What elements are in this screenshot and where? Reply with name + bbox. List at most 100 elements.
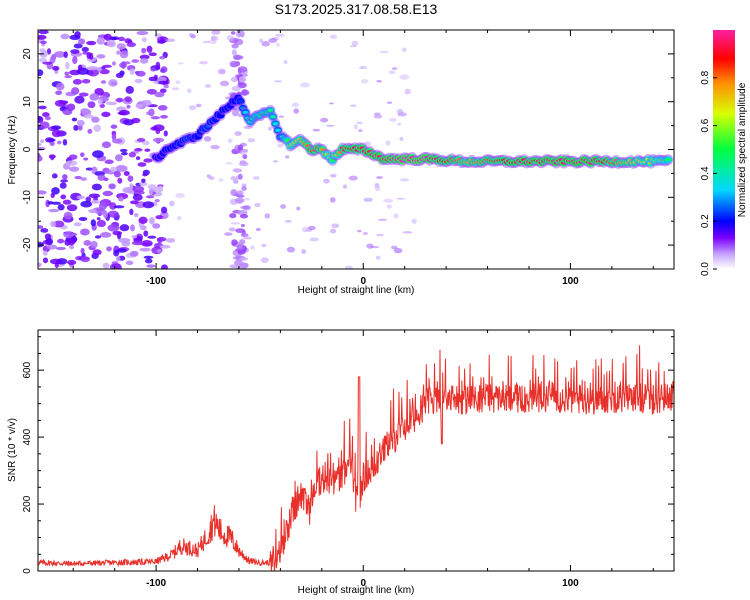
spectrogram-noise-blob xyxy=(81,46,89,52)
spectrogram-noise-blob xyxy=(155,215,164,220)
spectrogram-noise-blob xyxy=(46,244,58,250)
spectrogram-noise-blob xyxy=(129,68,135,75)
spectrogram-noise-blob xyxy=(329,102,334,105)
snr-y-label: SNR (10 * v/v) xyxy=(7,418,18,482)
spectrogram-noise-blob xyxy=(152,223,161,229)
spectrogram-noise-blob xyxy=(38,241,44,248)
spectrogram-noise-blob xyxy=(331,223,340,229)
spectrogram-noise-blob xyxy=(38,30,49,35)
spectrogram-noise-blob xyxy=(149,216,155,225)
spectrogram-noise-blob xyxy=(51,201,61,205)
spectrogram-ridge-core xyxy=(665,158,672,162)
spectrogram-noise-blob xyxy=(156,249,162,253)
spectrogram-noise-blob xyxy=(73,43,83,49)
spectrogram-noise-blob xyxy=(166,238,176,243)
spectrogram-noise-blob xyxy=(62,199,72,205)
spectrogram-noise-blob xyxy=(231,49,237,56)
spectrogram-noise-blob xyxy=(157,184,164,188)
spectrogram-noise-blob xyxy=(363,197,374,202)
spectrogram-noise-blob xyxy=(234,131,242,136)
spectrogram-noise-blob xyxy=(399,178,410,182)
spectrogram-noise-blob xyxy=(64,75,72,79)
spectrogram-noise-blob xyxy=(401,47,407,53)
x-tick-label: 0 xyxy=(360,578,366,589)
spectrogram-noise-blob xyxy=(160,66,168,73)
spectrogram-noise-blob xyxy=(362,232,369,236)
spectrogram-noise-blob xyxy=(86,51,92,59)
spectrogram-noise-blob xyxy=(66,204,78,212)
spectrogram-noise-blob xyxy=(89,93,100,101)
spectrogram-noise-blob xyxy=(97,174,106,181)
spectrogram-noise-blob xyxy=(150,116,161,120)
spectrogram-noise-blob xyxy=(393,248,403,254)
y-tick-label: 400 xyxy=(22,428,33,445)
spectrogram-noise-blob xyxy=(145,195,155,199)
spectrogram-noise-blob xyxy=(87,101,96,109)
spectrogram-noise-blob xyxy=(231,109,240,117)
spectrogram-noise-blob xyxy=(47,138,56,142)
spectrogram-noise-blob xyxy=(101,141,111,149)
spectrogram-noise-blob xyxy=(141,37,147,43)
spectrogram-noise-blob xyxy=(264,213,271,219)
spectrogram-noise-blob xyxy=(116,256,121,262)
spectrogram-noise-blob xyxy=(299,82,310,88)
spectrogram-noise-blob xyxy=(39,48,46,52)
spectrogram-noise-blob xyxy=(211,30,221,35)
spectrogram-noise-blob xyxy=(325,124,335,127)
x-tick-label: -100 xyxy=(146,578,166,589)
spectrogram-noise-blob xyxy=(261,243,267,248)
spectrogram-noise-blob xyxy=(45,238,54,246)
spectrogram-noise-blob xyxy=(78,216,88,221)
spectrogram-noise-blob xyxy=(402,231,413,234)
spectrogram-noise-blob xyxy=(312,128,321,132)
spectrogram-noise-blob xyxy=(113,249,120,257)
spectrogram-noise-blob xyxy=(393,213,399,219)
spectrogram-noise-blob xyxy=(134,148,143,152)
spectrogram-noise-blob xyxy=(359,65,368,70)
spectrogram-noise-blob xyxy=(230,76,238,83)
spectrogram-noise-blob xyxy=(83,114,94,119)
spectrogram-noise-blob xyxy=(63,51,68,59)
spectrogram-noise-blob xyxy=(242,154,248,160)
spectrogram-noise-blob xyxy=(129,250,139,257)
spectrogram-noise-blob xyxy=(117,177,123,184)
spectrogram-noise-blob xyxy=(116,43,126,50)
spectrogram-noise-blob xyxy=(235,266,245,269)
spectrogram-noise-blob xyxy=(157,80,169,85)
spectrogram-noise-blob xyxy=(50,220,57,227)
spectrogram-noise-blob xyxy=(57,238,65,244)
spectrogram-noise-blob xyxy=(150,67,156,72)
spectrogram-noise-blob xyxy=(155,61,161,70)
spectrogram-noise-blob xyxy=(118,36,125,42)
spectrogram-noise-blob xyxy=(349,45,357,48)
spectrogram-noise-blob xyxy=(123,119,135,126)
spectrogram-noise-blob xyxy=(373,112,381,116)
spectrogram-noise-blob xyxy=(259,38,264,43)
colorbar: 0.0 0.2 0.4 0.6 0.8 Normalized spectral ampl… xyxy=(700,30,748,276)
spectrogram-noise-blob xyxy=(286,246,296,253)
spectrogram-noise-blob xyxy=(254,203,261,208)
spectrogram-noise-blob xyxy=(119,62,127,69)
spectrogram-noise-blob xyxy=(161,264,168,269)
spectrogram-noise-blob xyxy=(252,176,260,180)
spectrogram-noise-blob xyxy=(199,61,209,65)
spectrogram-noise-blob xyxy=(101,111,111,118)
spectrogram-noise-blob xyxy=(154,91,165,98)
spectrogram-noise-blob xyxy=(124,96,132,103)
spectrogram-noise-blob xyxy=(379,50,390,53)
spectrogram-noise-blob xyxy=(81,78,91,84)
spectrogram-noise-blob xyxy=(94,235,102,239)
spectrogram-noise-blob xyxy=(85,167,94,171)
x-tick-label: 0 xyxy=(360,276,366,287)
spectrogram-noise-blob xyxy=(385,140,391,146)
spectrogram-noise-blob xyxy=(136,30,149,36)
spectrogram-noise-blob xyxy=(106,246,112,252)
y-tick-label: 0 xyxy=(22,568,33,574)
spectrogram-noise-blob xyxy=(115,165,128,172)
spectrogram-noise-blob xyxy=(165,38,176,42)
spectrogram-noise-blob xyxy=(78,92,89,97)
spectrogram-noise-blob xyxy=(147,235,157,239)
spectrogram-noise-blob xyxy=(38,57,47,63)
spectrogram-noise-blob xyxy=(231,43,239,49)
spectrogram-noise-blob xyxy=(80,256,91,263)
